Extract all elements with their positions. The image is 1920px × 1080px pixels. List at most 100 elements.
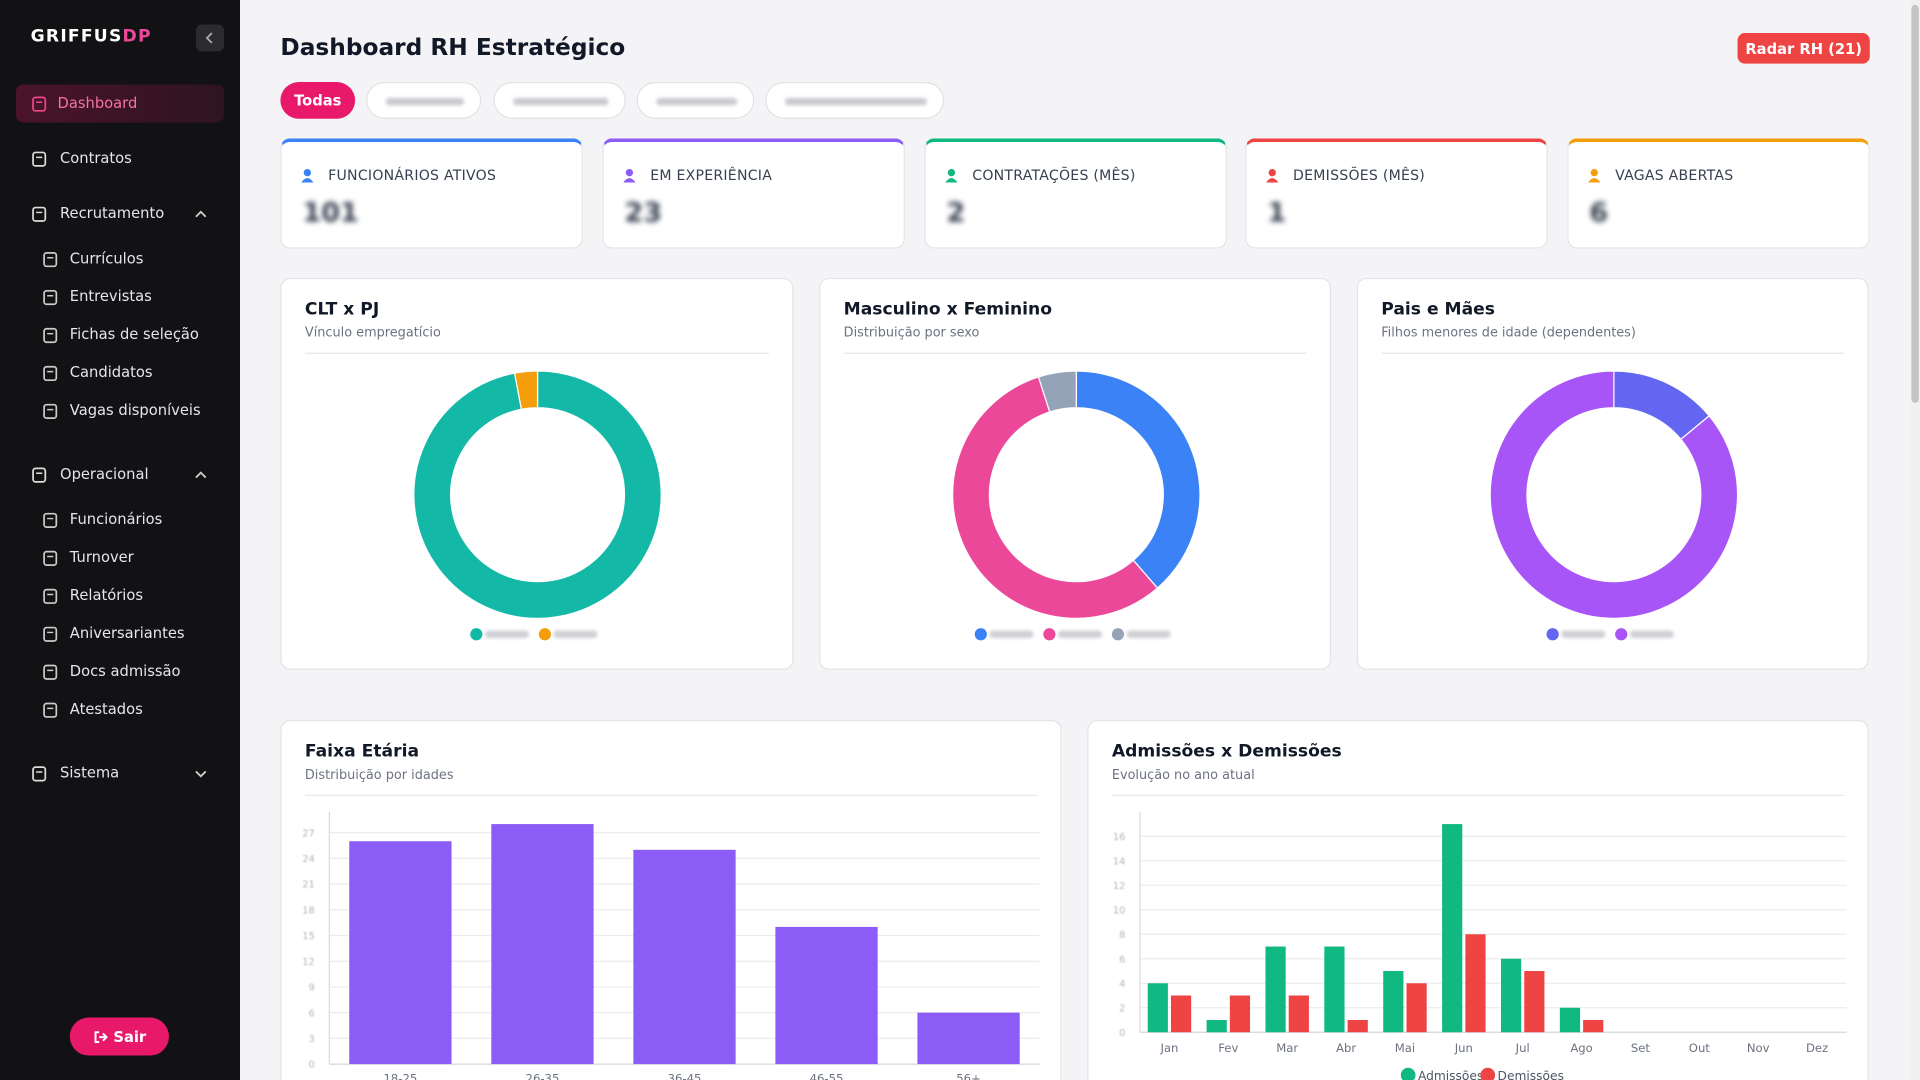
filter-pill[interactable] [366, 82, 482, 119]
kpi-icon [301, 168, 314, 183]
x-tick-label: Fev [1218, 1041, 1238, 1055]
collapse-button[interactable] [195, 24, 225, 52]
donut-slice [1037, 370, 1077, 413]
divider [1381, 352, 1845, 354]
y-tick-label: 16 [1113, 832, 1125, 843]
y-tick-label: 15 [302, 931, 314, 942]
y-tick-label: 0 [308, 1060, 314, 1071]
chart-title: CLT x PJ [304, 300, 380, 320]
chart: 0 3 6 9 12 15 18 21 24 27 18-25 26-35 36-45 46-55 56+ [302, 811, 1040, 1080]
icon-shape [43, 252, 58, 268]
bar [1583, 1020, 1604, 1033]
kpi-label: CONTRATAÇÕES (MÊS) [972, 166, 1136, 184]
chart-title: Faixa Etária [304, 742, 420, 762]
divider [304, 352, 769, 354]
filter-pill-active[interactable]: Todas [280, 82, 356, 119]
bar [1288, 995, 1309, 1033]
nav-sublabel: Relatórios [69, 586, 143, 604]
kpi-icon [1588, 168, 1601, 183]
legend-dot [1043, 628, 1056, 641]
logout-button[interactable]: Sair [69, 1017, 169, 1056]
brand-main: GRIFFUS [30, 26, 123, 47]
nav-icon [43, 550, 58, 566]
icon-shape [1590, 168, 1598, 177]
bar [775, 926, 878, 1065]
scrollbar-thumb[interactable] [1911, 4, 1919, 403]
kpi-card: EM EXPERIÊNCIA 23 [602, 138, 905, 249]
kpi-value: 23 [624, 198, 662, 229]
y-tick-label: 3 [308, 1034, 314, 1045]
bar [1500, 958, 1522, 1033]
nav-sublabel: Entrevistas [69, 287, 152, 305]
icon-shape [43, 512, 58, 528]
legend-text-blur [1561, 630, 1606, 638]
x-tick-label: Mai [1395, 1041, 1415, 1055]
chart-card: Pais e Mães Filhos menores de idade (depe… [1356, 277, 1869, 670]
nav-sublabel: Turnover [69, 548, 134, 566]
icon-shape [1266, 178, 1279, 183]
chevron [195, 770, 207, 778]
x-tick-label: Dez [1806, 1041, 1828, 1055]
bar [917, 1012, 1020, 1065]
nav-label: Contratos [60, 149, 132, 167]
nav-item-active[interactable] [15, 84, 225, 123]
donut-slice [1489, 370, 1739, 619]
collapse-icon [205, 32, 213, 44]
nav-icon [43, 252, 58, 268]
filter-pill[interactable] [493, 82, 626, 119]
icon-shape [301, 178, 314, 183]
nav-sublabel: Vagas disponíveis [69, 401, 201, 419]
legend-dot [1615, 628, 1628, 641]
filter-pill[interactable] [636, 82, 755, 119]
filter-pill[interactable] [765, 82, 945, 119]
bar [1147, 983, 1168, 1033]
bar [1383, 971, 1404, 1033]
nav-label: Dashboard [57, 94, 138, 112]
kpi-value: 1 [1267, 198, 1287, 229]
donut-slice [513, 370, 539, 410]
logout-label: Sair [113, 1027, 147, 1046]
y-tick-label: 0 [1119, 1028, 1125, 1039]
icon-shape [43, 327, 58, 344]
bar [1442, 824, 1463, 1033]
legend-text-blur [1057, 630, 1103, 638]
kpi-card: DEMISSÕES (MÊS) 1 [1245, 138, 1548, 249]
radar-button[interactable]: Radar RH (21) [1737, 33, 1870, 64]
icon-shape [623, 178, 636, 183]
x-tick-label: Nov [1747, 1041, 1770, 1055]
bar [1170, 995, 1192, 1033]
nav-icon [32, 206, 47, 222]
nav-sublabel: Funcionários [69, 510, 163, 528]
x-tick-label: Jun [1454, 1041, 1473, 1055]
x-tick-label: Abr [1336, 1041, 1356, 1055]
y-tick-label: 6 [308, 1008, 314, 1019]
bar [1229, 995, 1251, 1033]
nav-icon [32, 766, 47, 782]
icon-shape [43, 403, 58, 420]
chart-subtitle: Evolução no ano atual [1111, 767, 1255, 783]
nav-sublabel: Docs admissão [69, 662, 181, 680]
logout-icon [94, 1030, 108, 1043]
sidebar: GRIFFUSDP Sair Dashboard Contratos Recruta… [0, 0, 240, 1080]
bar [1324, 946, 1345, 1033]
icon-shape [945, 178, 958, 183]
icon-shape [32, 96, 47, 112]
brand: GRIFFUSDP [31, 27, 152, 47]
chevron [195, 210, 207, 218]
nav-icon [43, 512, 58, 528]
y-tick-label: 4 [1119, 979, 1125, 990]
icon-shape [43, 289, 58, 306]
chart-title: Masculino x Feminino [843, 300, 1053, 320]
legend-text-blur [484, 630, 529, 638]
x-tick-label: Jan [1159, 1041, 1178, 1055]
chevron-shape [195, 471, 207, 479]
nav-icon [43, 588, 58, 604]
divider [304, 794, 1038, 796]
nav-icon [32, 151, 47, 167]
nav-label: Sistema [60, 764, 120, 782]
chart-subtitle: Vínculo empregatício [304, 325, 441, 341]
chevron-shape [195, 770, 207, 778]
icon-shape [32, 766, 47, 782]
chevron [195, 471, 207, 479]
